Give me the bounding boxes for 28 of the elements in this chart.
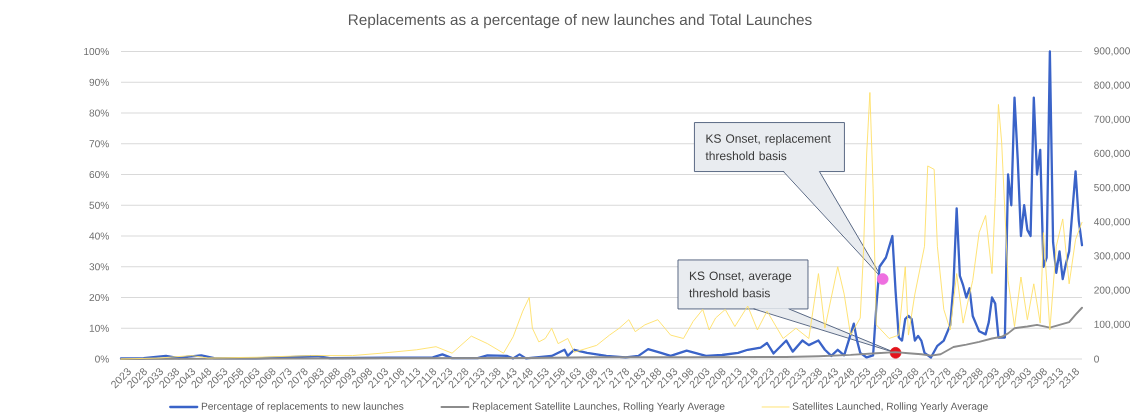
y-tick-label: 80% [89,109,109,117]
legend-label: Satellites Launched, Rolling Yearly Average [792,402,988,412]
y2-tick-label: 200,000 [1094,286,1130,295]
y-tick-label: 70% [89,140,109,148]
chart-title: Replacements as a percentage of new launches and Total Launches [348,13,812,29]
annotation: KS Onset, average threshold basis [689,271,792,298]
y-tick-label: 50% [89,201,109,209]
y-tick-label: 0% [95,355,109,363]
y-tick-label: 10% [89,324,109,332]
y2-tick-label: 800,000 [1094,81,1130,90]
y2-tick-label: 900,000 [1094,47,1130,56]
y2-tick-label: 400,000 [1093,218,1130,227]
y-tick-label: 30% [89,263,109,271]
y-tick-label: 40% [89,232,109,240]
y2-tick-label: 100,000 [1094,320,1130,330]
legend-label: Replacement Satellite Launches, Rolling Yearly Average [472,402,725,412]
line-series [120,306,1083,360]
y2-tick-label: 600,000 [1094,149,1130,159]
y2-tick-label: 300,000 [1094,252,1130,261]
y2-tick-label: 500,000 [1094,183,1130,193]
y2-tick-label: 700,000 [1094,115,1130,125]
legend-label: Percentage of replacements to new launches [201,402,404,412]
y-tick-label: 100% [84,47,109,56]
y-tick-label: 90% [89,78,109,86]
annotation: KS Onset, replacement threshold basis [705,133,831,161]
y-tick-label: 60% [89,170,109,179]
y-tick-label: 20% [89,293,109,302]
y2-tick-label: 0 [1094,355,1099,363]
